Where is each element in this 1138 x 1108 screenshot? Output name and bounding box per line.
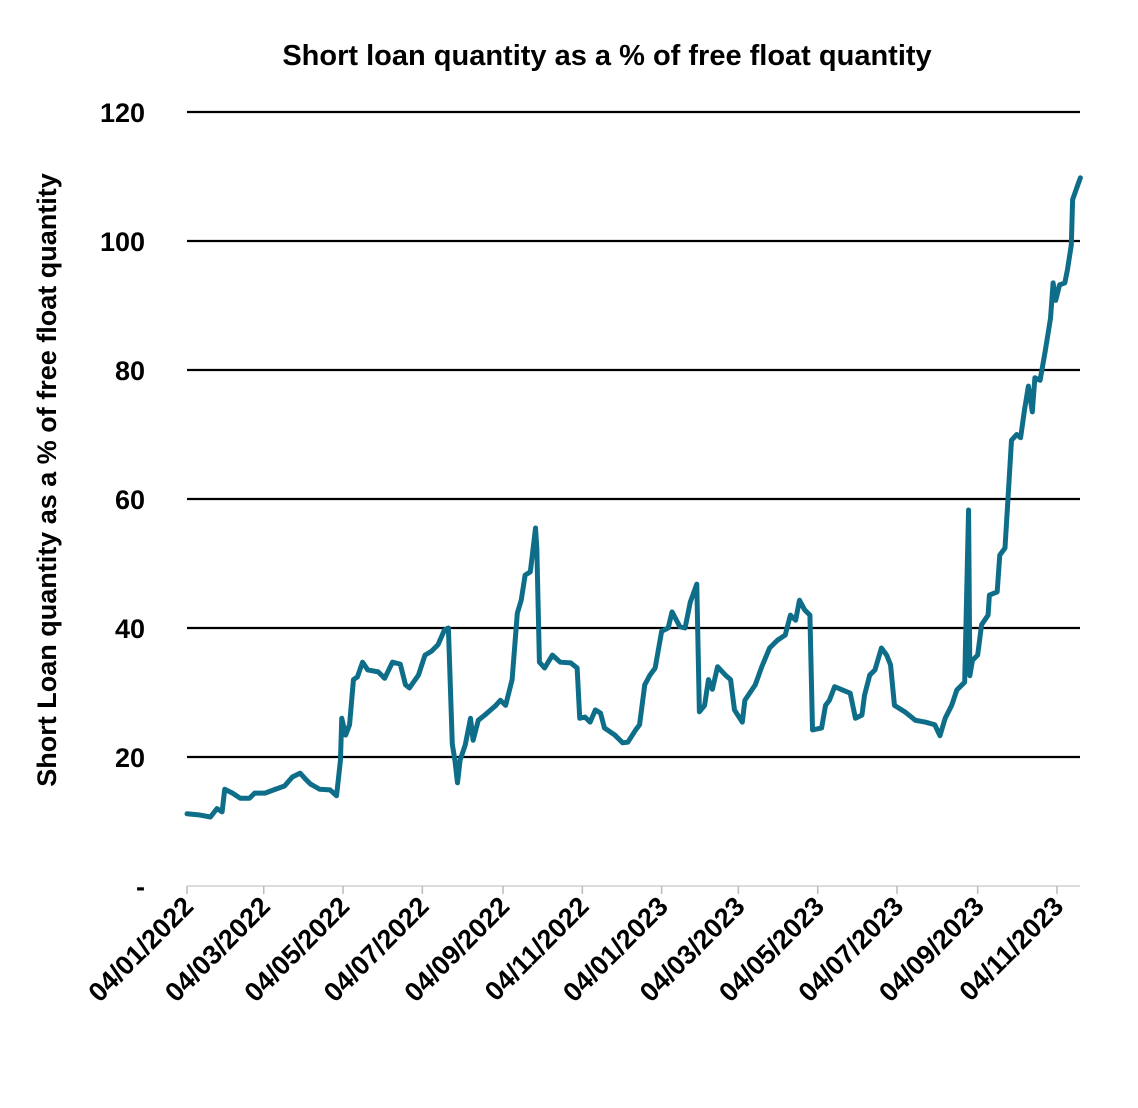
y-tick-label: 120 (100, 98, 145, 128)
y-tick-label: 100 (100, 227, 145, 257)
chart-title: Short loan quantity as a % of free float… (282, 40, 931, 72)
y-tick-label: 60 (115, 485, 145, 515)
series-line (184, 175, 1083, 820)
y-tick-label: 20 (115, 743, 145, 773)
y-axis-label: Short Loan quantity as a % of free float… (32, 173, 62, 787)
y-tick-label: 40 (115, 614, 145, 644)
y-tick-label: 80 (115, 356, 145, 386)
y-tick-label: - (136, 872, 145, 902)
